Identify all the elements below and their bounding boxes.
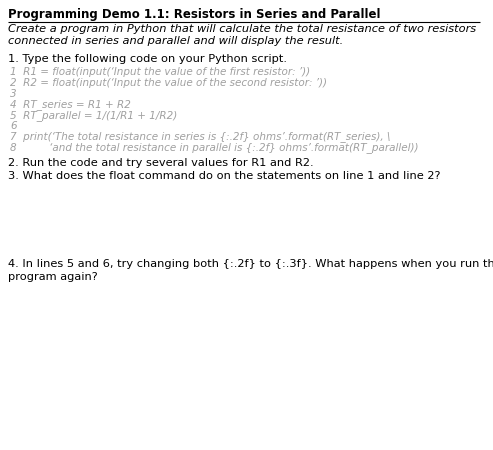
- Text: connected in series and parallel and will display the result.: connected in series and parallel and wil…: [8, 36, 343, 46]
- Text: Create a program in Python that will calculate the total resistance of two resis: Create a program in Python that will cal…: [8, 24, 476, 34]
- Text: 4. In lines 5 and 6, try changing both {:.2f} to {:.3f}. What happens when you r: 4. In lines 5 and 6, try changing both {…: [8, 259, 493, 269]
- Text: program again?: program again?: [8, 272, 98, 282]
- Text: 2  R2 = float(input(‘Input the value of the second resistor: ’)): 2 R2 = float(input(‘Input the value of t…: [10, 78, 327, 88]
- Text: Programming Demo 1.1: Resistors in Series and Parallel: Programming Demo 1.1: Resistors in Serie…: [8, 8, 381, 21]
- Text: 8          ‘and the total resistance in parallel is {:.2f} ohms’.format(RT_paral: 8 ‘and the total resistance in parallel …: [10, 142, 419, 153]
- Text: 4  RT_series = R1 + R2: 4 RT_series = R1 + R2: [10, 99, 131, 110]
- Text: 2. Run the code and try several values for R1 and R2.: 2. Run the code and try several values f…: [8, 158, 314, 168]
- Text: 6: 6: [10, 121, 17, 131]
- Text: 7  print(‘The total resistance in series is {:.2f} ohms’.format(RT_series), \: 7 print(‘The total resistance in series …: [10, 131, 390, 142]
- Text: 1. Type the following code on your Python script.: 1. Type the following code on your Pytho…: [8, 54, 287, 64]
- Text: 5  RT_parallel = 1/(1/R1 + 1/R2): 5 RT_parallel = 1/(1/R1 + 1/R2): [10, 110, 177, 121]
- Text: 3: 3: [10, 89, 17, 99]
- Text: 1  R1 = float(input(‘Input the value of the first resistor: ’)): 1 R1 = float(input(‘Input the value of t…: [10, 67, 310, 77]
- Text: 3. What does the float command do on the statements on line 1 and line 2?: 3. What does the float command do on the…: [8, 171, 441, 181]
